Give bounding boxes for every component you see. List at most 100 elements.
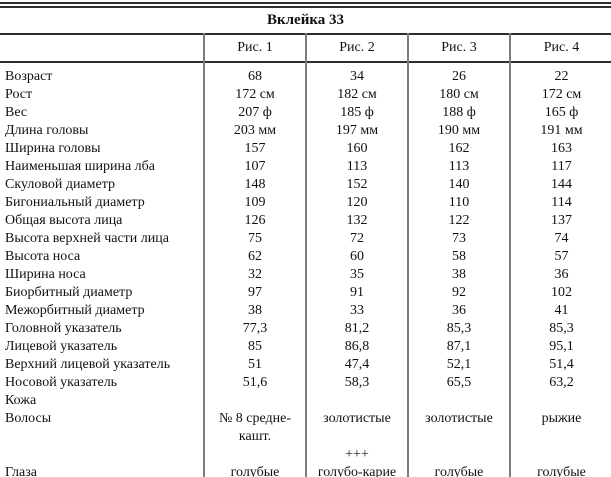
cell-value: 113 [305,158,408,176]
cell-value: 32 [203,266,306,284]
row-label: Высота верхней части лица [5,231,169,246]
row-label: Головной указатель [5,321,122,336]
cell-value: 57 [509,248,611,266]
cell-value: 203 мм [203,122,306,140]
header-cell-empty [0,34,204,62]
cell-value: 68 [203,62,306,86]
cell-value: 172 см [509,86,611,104]
cell-value: 87,1 [407,338,510,356]
cell-value: 22 [509,62,611,86]
cell-value: 152 [305,176,408,194]
cell-value: 172 см [203,86,306,104]
row-label: Возраст [5,69,53,84]
cell-value: 85,3 [509,320,611,338]
cell-value: 36 [407,302,510,320]
row-label: Ширина носа [5,267,86,282]
header-cell-fig2: Рис. 2 [305,34,408,62]
cell-value: 109 [203,194,306,212]
cell-value: 74 [509,230,611,248]
cell-value: 191 мм [509,122,611,140]
row-label: Наименьшая ширина лба [5,159,155,174]
cell-value: золотистые [305,410,408,446]
cell-value: голубые [407,464,510,477]
cell-value: 114 [509,194,611,212]
cell-value: 63,2 [509,374,611,392]
cell-value: золотистые [407,410,510,446]
header-cell-fig4: Рис. 4 [509,34,611,62]
row-label: Вес [5,105,28,120]
row-label: Верхний лицевой указатель [5,357,171,372]
cell-value: 51 [203,356,306,374]
cell-value: 86,8 [305,338,408,356]
table-row: Ширина носа 32 35 38 36 [0,266,611,284]
table-row: Бигониальный диаметр 109 120 110 114 [0,194,611,212]
cell-value: 120 [305,194,408,212]
cell-value: 182 см [305,86,408,104]
table-row: Лицевой указатель 85 86,8 87,1 95,1 [0,338,611,356]
table-row: Межорбитный диаметр 38 33 36 41 [0,302,611,320]
table-row: +++ [0,446,611,464]
table-row: Головной указатель 77,3 81,2 85,3 85,3 [0,320,611,338]
cell-value: 140 [407,176,510,194]
table-header: Рис. 1 Рис. 2 Рис. 3 Рис. 4 [0,34,611,62]
cell-value [509,446,611,464]
cell-value: 33 [305,302,408,320]
cell-value: 85,3 [407,320,510,338]
table-row: Скуловой диаметр 148 152 140 144 [0,176,611,194]
cell-value: голубые [509,464,611,477]
cell-value: 113 [407,158,510,176]
row-label: Кожа [5,393,37,408]
row-label: Высота носа [5,249,81,264]
table-row: Носовой указатель 51,6 58,3 65,5 63,2 [0,374,611,392]
table-row: Верхний лицевой указатель 51 47,4 52,1 5… [0,356,611,374]
row-label: Носовой указатель [5,375,118,390]
row-label: Скуловой диаметр [5,177,116,192]
cell-value: 85 [203,338,306,356]
cell-value: 34 [305,62,408,86]
cell-value: 122 [407,212,510,230]
cell-value: голубые [203,464,306,477]
cell-value: 38 [203,302,306,320]
cell-value: 160 [305,140,408,158]
cell-value: 92 [407,284,510,302]
cell-value: 144 [509,176,611,194]
cell-value: 41 [509,302,611,320]
table-body: Возраст 68 34 26 22 Рост 172 см 182 см 1… [0,62,611,477]
cell-value: 185 ф [305,104,408,122]
header-cell-fig1: Рис. 1 [203,34,306,62]
cell-value: 81,2 [305,320,408,338]
cell-value [203,392,306,410]
row-label [0,446,204,464]
table-row: Биорбитный диаметр 97 91 92 102 [0,284,611,302]
cell-value: 47,4 [305,356,408,374]
cell-value: 190 мм [407,122,510,140]
cell-value: 137 [509,212,611,230]
cell-value: 107 [203,158,306,176]
page-title: Вклейка 33 [266,12,345,28]
cell-value: 51,4 [509,356,611,374]
table-row: Наименьшая ширина лба 107 113 113 117 [0,158,611,176]
cell-value [509,392,611,410]
row-label: Рост [5,87,33,102]
header-row: Рис. 1 Рис. 2 Рис. 3 Рис. 4 [0,34,611,62]
cell-value: 77,3 [203,320,306,338]
cell-value: 91 [305,284,408,302]
cell-value: 197 мм [305,122,408,140]
cell-value: 188 ф [407,104,510,122]
cell-value: 148 [203,176,306,194]
cell-value: 132 [305,212,408,230]
row-label: Межорбитный диаметр [5,303,145,318]
table-row: Высота носа 62 60 58 57 [0,248,611,266]
cell-value: 62 [203,248,306,266]
cell-value: 75 [203,230,306,248]
row-label: Бигониальный диаметр [5,195,145,210]
cell-value [203,446,306,464]
row-label: Глаза [5,465,37,477]
cell-value: 65,5 [407,374,510,392]
row-label: Ширина головы [5,141,101,156]
cell-value: 110 [407,194,510,212]
cell-value: 35 [305,266,408,284]
cell-value: 73 [407,230,510,248]
cell-value: 51,6 [203,374,306,392]
cell-value [305,392,408,410]
